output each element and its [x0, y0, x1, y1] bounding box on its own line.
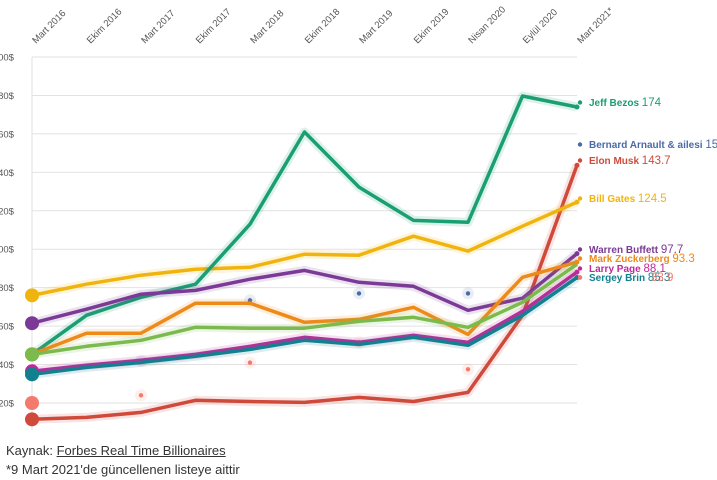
- end-label: 33.9: [651, 272, 673, 284]
- series-line[interactable]: [30, 94, 578, 356]
- end-label-dot: [577, 142, 583, 147]
- end-label-value: 124.5: [638, 193, 667, 205]
- series-line[interactable]: [31, 200, 578, 298]
- end-label: Bill Gates 124.5: [589, 193, 667, 205]
- series-halo: [31, 163, 582, 424]
- y-tick-label: 20$: [0, 399, 15, 410]
- x-tick-label: Mart 2017: [139, 8, 177, 46]
- line-chart: 20$ 40$ 60$ 80$ 00$ 20$ 40$ 60$ 80$ 00$ Mart 2016…: [0, 4, 717, 430]
- end-label-dot: [577, 158, 583, 163]
- x-axis: Mart 2016 Ekim 2016 Mart 2017 Ekim 2017 Mart…: [30, 4, 616, 46]
- end-label-value: 93.3: [672, 253, 694, 265]
- series-line[interactable]: [31, 276, 578, 377]
- series-start-marker: [25, 367, 39, 382]
- x-tick-label: Mart 2018: [248, 8, 286, 46]
- data-point[interactable]: [465, 367, 471, 372]
- end-label-name: Mark Zuckerberg: [589, 254, 672, 265]
- end-label-dot: [577, 275, 583, 280]
- series-end-point: [574, 251, 580, 257]
- x-tick-label: Mart 2021*: [575, 5, 616, 46]
- x-tick-label: Ekim 2017: [194, 7, 234, 47]
- end-label: Jeff Bezos 174: [589, 97, 662, 109]
- x-tick-label: Mart 2016: [30, 8, 68, 46]
- series-line[interactable]: [31, 164, 579, 422]
- series-unlabeled-6: [25, 260, 580, 362]
- y-tick-label: 00$: [0, 53, 15, 64]
- y-tick-label: 20$: [0, 206, 15, 217]
- series-end-point: [574, 104, 580, 110]
- x-tick-label: Ekim 2019: [412, 7, 452, 47]
- y-tick-label: 60$: [0, 129, 15, 140]
- series-start-marker: [25, 412, 39, 427]
- end-label-value: 88.1: [643, 263, 665, 275]
- y-tick-label: 40$: [0, 168, 15, 179]
- data-point[interactable]: [465, 291, 471, 296]
- series-warren-buffett: [25, 250, 580, 331]
- series-line[interactable]: [31, 262, 579, 357]
- end-label-dot: [577, 100, 583, 105]
- data-point[interactable]: [356, 291, 362, 296]
- y-tick-label: 60$: [0, 322, 15, 333]
- y-axis: 20$ 40$ 60$ 80$ 00$ 20$ 40$ 60$ 80$ 00$: [0, 53, 15, 410]
- data-point[interactable]: [138, 393, 144, 398]
- end-label-value: 174: [642, 97, 662, 109]
- series-end-point: [574, 162, 580, 168]
- y-tick-label: 40$: [0, 360, 15, 371]
- series-line[interactable]: [31, 260, 578, 357]
- end-label-name: Sergey Brin: [589, 273, 648, 284]
- end-label-name: Bill Gates: [589, 194, 638, 205]
- end-label: Sergey Brin 85.3: [589, 272, 670, 284]
- source-link[interactable]: Forbes Real Time Billionaires: [56, 443, 226, 458]
- end-label-name: Warren Buffett: [589, 245, 661, 256]
- x-tick-label: Eylül 2020: [521, 7, 560, 46]
- end-label: Elon Musk 143.7: [589, 155, 671, 167]
- series-unlabeled-9: [25, 336, 474, 410]
- end-label-name: Bernard Arnault & ailesi: [589, 140, 705, 151]
- end-label-name: Larry Page: [589, 264, 643, 275]
- source-prefix: Kaynak:: [6, 443, 57, 458]
- footer: Kaynak: Forbes Real Time Billionaires *9…: [6, 441, 240, 479]
- data-point[interactable]: [247, 360, 253, 365]
- end-label-value: 33.9: [651, 272, 673, 284]
- series-elon-musk: [25, 163, 582, 427]
- series-line[interactable]: [31, 270, 579, 374]
- series-line[interactable]: [31, 252, 579, 325]
- y-tick-label: 80$: [0, 283, 15, 294]
- end-label: Warren Buffett 97.7: [589, 244, 683, 256]
- end-label: Larry Page 88.1: [589, 263, 666, 275]
- x-tick-label: Nisan 2020: [466, 4, 508, 46]
- end-labels: Jeff Bezos 174 Bernard Arnault & ailesi 1…: [574, 97, 717, 284]
- y-tick-label: 00$: [0, 245, 15, 256]
- end-label-dot: [577, 247, 583, 252]
- end-label: Mark Zuckerberg 93.3: [589, 253, 695, 265]
- source-line: Kaynak: Forbes Real Time Billionaires: [6, 441, 240, 460]
- series-start-marker: [25, 396, 39, 410]
- end-label-name: Jeff Bezos: [589, 98, 642, 109]
- end-label-value: 97.7: [661, 244, 683, 256]
- end-label-dot: [577, 256, 583, 261]
- x-tick-label: Mart 2019: [357, 8, 395, 46]
- footnote: *9 Mart 2021'de güncellenen listeye aitt…: [6, 462, 240, 477]
- series-start-marker: [25, 347, 39, 362]
- end-label-dot: [577, 196, 583, 201]
- end-label-dot: [577, 266, 583, 271]
- x-tick-label: Ekim 2016: [85, 7, 125, 47]
- series-bill-gates: [25, 197, 579, 303]
- series-end-point: [574, 269, 580, 275]
- x-tick-label: Ekim 2018: [303, 7, 343, 47]
- series-lines: [25, 91, 582, 427]
- series-end-point: [574, 259, 580, 265]
- series-start-marker: [25, 316, 39, 331]
- series-start-marker: [25, 288, 39, 303]
- series-end-point: [574, 199, 580, 205]
- end-label-value: 152.: [705, 139, 717, 151]
- end-label-name: Elon Musk: [589, 156, 642, 167]
- end-label: Bernard Arnault & ailesi 152.: [589, 139, 717, 151]
- series-sergey-brin: [25, 273, 580, 382]
- y-tick-label: 80$: [0, 91, 15, 102]
- end-label-value: 85.3: [648, 272, 670, 284]
- end-label-value: 143.7: [642, 155, 671, 167]
